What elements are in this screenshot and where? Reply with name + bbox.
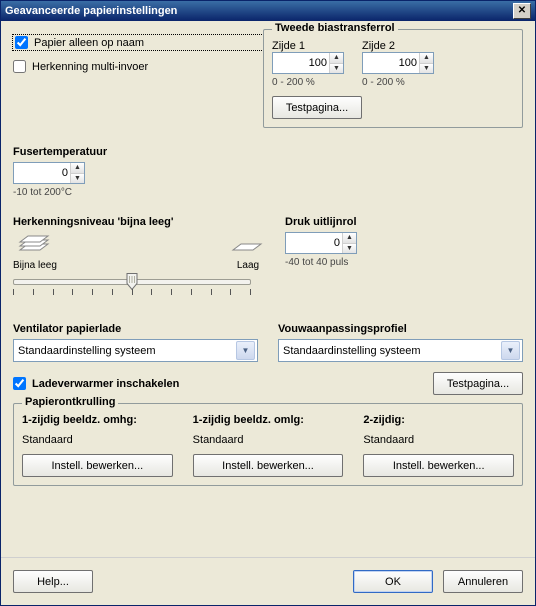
vouw-select[interactable]: Standaardinstelling systeem ▼ bbox=[278, 339, 523, 362]
fuser-label: Fusertemperatuur bbox=[13, 146, 523, 158]
fuser-range: -10 tot 200°C bbox=[13, 187, 523, 198]
drukrol-range: -40 tot 40 puls bbox=[285, 257, 523, 268]
decurl-1up-value: Standaard bbox=[22, 434, 173, 446]
bias-side1-label: Zijde 1 bbox=[272, 40, 344, 52]
multi-feed-label: Herkenning multi-invoer bbox=[32, 61, 148, 73]
papier-legend: Papierontkrulling bbox=[22, 396, 118, 408]
bias-side2-input[interactable] bbox=[363, 53, 419, 73]
decurl-1up-title: 1-zijdig beeldz. omhg: bbox=[22, 414, 173, 426]
bias-testpage-button[interactable]: Testpagina... bbox=[272, 96, 362, 119]
decurl-1down-edit-button[interactable]: Instell. bewerken... bbox=[193, 454, 344, 477]
bias-transfer-group: Tweede biastransferrol Zijde 1 ▲▼ 0 - 20… bbox=[263, 29, 523, 128]
ladeverwarmer-checkbox[interactable]: Ladeverwarmer inschakelen bbox=[13, 377, 179, 390]
vouw-label: Vouwaanpassingsprofiel bbox=[278, 323, 523, 335]
ladeverwarmer-label: Ladeverwarmer inschakelen bbox=[32, 378, 179, 390]
cancel-button[interactable]: Annuleren bbox=[443, 570, 523, 593]
paper-name-only-checkbox[interactable]: Papier alleen op naam bbox=[13, 35, 263, 50]
close-icon[interactable]: ✕ bbox=[513, 3, 531, 19]
stack-low-caption: Laag bbox=[237, 260, 259, 271]
fuser-input[interactable] bbox=[14, 163, 70, 183]
bias-side1-range: 0 - 200 % bbox=[272, 77, 344, 88]
chevron-down-icon[interactable]: ▼ bbox=[236, 341, 255, 360]
bias-side1-input[interactable] bbox=[273, 53, 329, 73]
bias-side2-label: Zijde 2 bbox=[362, 40, 434, 52]
spinner-down-icon[interactable]: ▼ bbox=[420, 64, 433, 74]
testpage2-button[interactable]: Testpagina... bbox=[433, 372, 523, 395]
herken-label: Herkenningsniveau 'bijna leeg' bbox=[13, 216, 265, 228]
paper-name-only-input[interactable] bbox=[15, 36, 28, 49]
decurl-1down-value: Standaard bbox=[193, 434, 344, 446]
window-title: Geavanceerde papierinstellingen bbox=[5, 1, 177, 21]
stack-full-icon: Bijna leeg bbox=[13, 232, 57, 271]
ladeverwarmer-input[interactable] bbox=[13, 377, 26, 390]
spinner-up-icon[interactable]: ▲ bbox=[420, 53, 433, 64]
stack-full-caption: Bijna leeg bbox=[13, 260, 57, 271]
decurl-2side-edit-button[interactable]: Instell. bewerken... bbox=[363, 454, 514, 477]
papier-group: Papierontkrulling 1-zijdig beeldz. omhg:… bbox=[13, 403, 523, 486]
herken-slider[interactable] bbox=[13, 275, 251, 301]
bias-side2-spinner[interactable]: ▲▼ bbox=[362, 52, 434, 74]
help-button[interactable]: Help... bbox=[13, 570, 93, 593]
decurl-1up-edit-button[interactable]: Instell. bewerken... bbox=[22, 454, 173, 477]
drukrol-label: Druk uitlijnrol bbox=[285, 216, 523, 228]
bias-side1-spinner[interactable]: ▲▼ bbox=[272, 52, 344, 74]
ventilator-label: Ventilator papierlade bbox=[13, 323, 258, 335]
paper-name-only-label: Papier alleen op naam bbox=[34, 37, 144, 49]
spinner-up-icon[interactable]: ▲ bbox=[330, 53, 343, 64]
drukrol-input[interactable] bbox=[286, 233, 342, 253]
spinner-down-icon[interactable]: ▼ bbox=[330, 64, 343, 74]
spinner-up-icon[interactable]: ▲ bbox=[71, 163, 84, 174]
spinner-down-icon[interactable]: ▼ bbox=[343, 244, 356, 254]
multi-feed-input[interactable] bbox=[13, 60, 26, 73]
bias-legend: Tweede biastransferrol bbox=[272, 22, 398, 34]
decurl-2side-value: Standaard bbox=[363, 434, 514, 446]
spinner-up-icon[interactable]: ▲ bbox=[343, 233, 356, 244]
title-bar: Geavanceerde papierinstellingen ✕ bbox=[1, 1, 535, 21]
bias-side2-range: 0 - 200 % bbox=[362, 77, 434, 88]
spinner-down-icon[interactable]: ▼ bbox=[71, 174, 84, 184]
vouw-value: Standaardinstelling systeem bbox=[283, 345, 421, 357]
decurl-2side-title: 2-zijdig: bbox=[363, 414, 514, 426]
ventilator-value: Standaardinstelling systeem bbox=[18, 345, 156, 357]
fuser-spinner[interactable]: ▲▼ bbox=[13, 162, 85, 184]
drukrol-spinner[interactable]: ▲▼ bbox=[285, 232, 357, 254]
ok-button[interactable]: OK bbox=[353, 570, 433, 593]
stack-low-icon: Laag bbox=[231, 232, 265, 271]
multi-feed-checkbox[interactable]: Herkenning multi-invoer bbox=[13, 60, 263, 73]
decurl-1down-title: 1-zijdig beeldz. omlg: bbox=[193, 414, 344, 426]
ventilator-select[interactable]: Standaardinstelling systeem ▼ bbox=[13, 339, 258, 362]
chevron-down-icon[interactable]: ▼ bbox=[501, 341, 520, 360]
